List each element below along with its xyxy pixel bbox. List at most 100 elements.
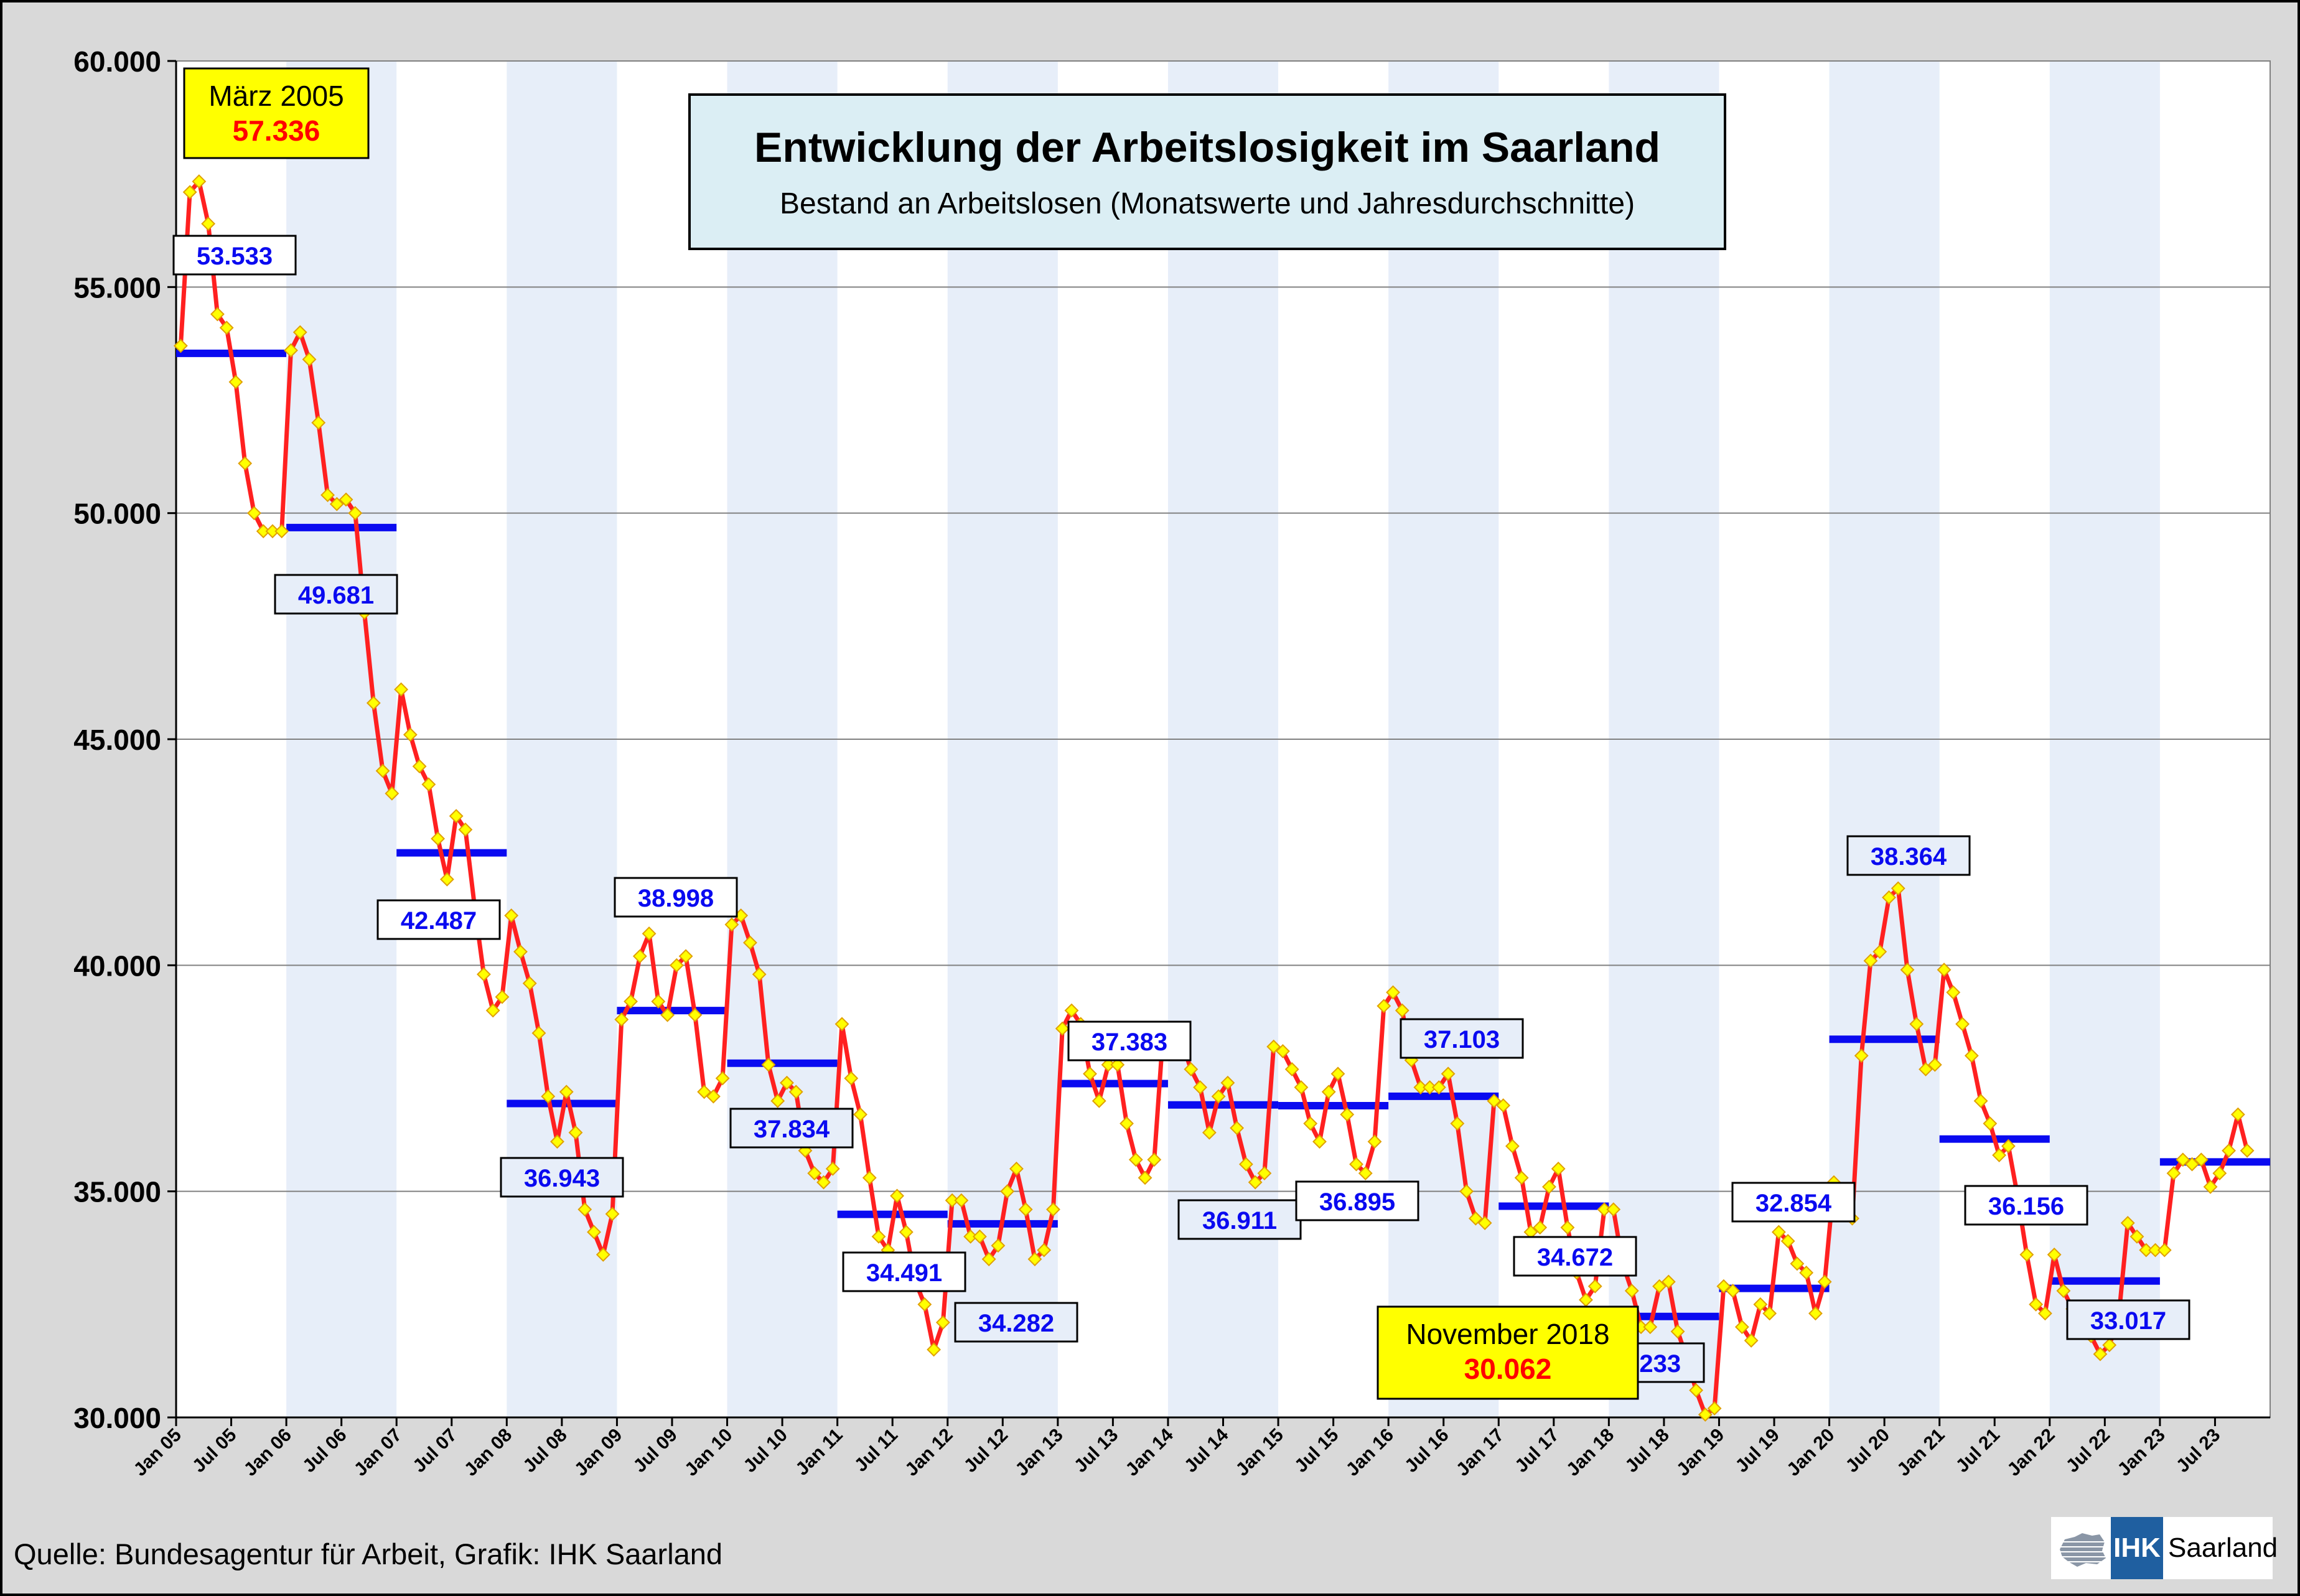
monthly-marker (522, 976, 537, 991)
monthly-marker (366, 696, 381, 711)
monthly-marker (1790, 1256, 1805, 1271)
x-tick-label: Jul 07 (409, 1425, 460, 1477)
average-label: 34.672 (1537, 1244, 1613, 1271)
monthly-marker (1863, 953, 1878, 968)
monthly-marker (247, 506, 261, 521)
monthly-marker (375, 763, 390, 778)
monthly-marker (954, 1193, 969, 1208)
monthly-marker (449, 809, 464, 823)
monthly-marker (1000, 1184, 1015, 1199)
monthly-marker (1808, 1306, 1823, 1321)
monthly-marker (1937, 963, 1952, 978)
monthly-marker (2129, 1229, 2144, 1244)
monthly-marker (1891, 881, 1905, 896)
monthly-marker (834, 1017, 849, 1032)
monthly-marker (1973, 1093, 1988, 1108)
monthly-marker (1726, 1284, 1741, 1298)
monthly-marker (568, 1125, 583, 1140)
monthly-marker (2230, 1107, 2245, 1122)
monthly-marker (1367, 1134, 1382, 1149)
monthly-marker (2240, 1143, 2255, 1158)
monthly-marker (2029, 1297, 2044, 1312)
monthly-marker (173, 338, 188, 353)
monthly-marker (1872, 945, 1887, 959)
monthly-marker (1450, 1116, 1465, 1131)
x-tick-label: Jul 14 (1180, 1424, 1233, 1477)
monthly-marker (770, 1093, 785, 1108)
average-label: 37.834 (754, 1116, 830, 1143)
source-note: Quelle: Bundesagentur für Arbeit, Grafik… (14, 1538, 723, 1570)
monthly-marker (1009, 1161, 1024, 1176)
monthly-marker (1670, 1324, 1685, 1339)
monthly-marker (1964, 1048, 1979, 1063)
x-tick-label: Jan 15 (1232, 1425, 1288, 1480)
monthly-marker (1459, 1184, 1474, 1199)
monthly-marker (1983, 1116, 1998, 1131)
monthly-marker (1238, 1157, 1253, 1172)
monthly-marker (1276, 1043, 1290, 1058)
x-tick-label: Jul 09 (629, 1425, 681, 1477)
monthly-marker (284, 343, 298, 358)
monthly-marker (1330, 1066, 1345, 1081)
monthly-marker (1992, 1148, 2007, 1162)
monthly-marker (1431, 1080, 1446, 1094)
x-tick-label: Jan 17 (1452, 1425, 1508, 1480)
monthly-marker (403, 727, 418, 742)
monthly-marker (385, 786, 400, 801)
monthly-marker (1496, 1098, 1511, 1113)
average-label: 37.103 (1424, 1026, 1500, 1053)
monthly-marker (2166, 1166, 2181, 1181)
annotation-value: 30.062 (1464, 1353, 1552, 1385)
monthly-marker (2047, 1247, 2062, 1262)
monthly-marker (2037, 1306, 2052, 1321)
monthly-marker (1046, 1202, 1060, 1217)
monthly-marker (642, 926, 657, 941)
average-label-box (1513, 1236, 1637, 1277)
monthly-marker (2056, 1284, 2071, 1298)
monthly-marker (1597, 1202, 1612, 1217)
x-tick-label: Jan 14 (1122, 1424, 1178, 1480)
x-tick-label: Jul 17 (1511, 1425, 1563, 1477)
x-tick-label: Jan 19 (1673, 1425, 1728, 1480)
monthly-marker (715, 1071, 730, 1086)
monthly-marker (1312, 1134, 1327, 1149)
monthly-marker (1698, 1407, 1713, 1422)
average-label-box (274, 574, 398, 615)
monthly-marker (972, 1229, 987, 1244)
x-tick-label: Jul 23 (2172, 1425, 2224, 1477)
ihk-logo: IHK Saarland (2051, 1517, 2278, 1579)
x-tick-label: Jul 16 (1401, 1425, 1452, 1477)
x-tick-label: Jul 15 (1291, 1425, 1342, 1477)
monthly-marker (632, 949, 647, 964)
monthly-marker (788, 1085, 803, 1099)
monthly-marker (1799, 1266, 1814, 1280)
monthly-marker (917, 1297, 932, 1312)
monthly-marker (871, 1229, 886, 1244)
monthly-marker (862, 1170, 877, 1185)
monthly-marker (412, 759, 427, 774)
average-label: 42.487 (401, 907, 477, 935)
monthly-marker (1854, 1048, 1869, 1063)
monthly-marker (292, 325, 307, 340)
monthly-marker (963, 1229, 978, 1244)
average-label-box (1295, 1180, 1419, 1221)
monthly-marker (1147, 1152, 1162, 1167)
monthly-marker (651, 994, 666, 1009)
monthly-marker (1413, 1080, 1428, 1094)
average-label-box (1846, 835, 1971, 876)
monthly-marker (577, 1202, 592, 1217)
monthly-marker (1771, 1225, 1786, 1239)
monthly-marker (2148, 1243, 2162, 1258)
monthly-marker (596, 1247, 610, 1262)
x-tick-label: Jul 18 (1621, 1425, 1673, 1477)
monthly-marker (1395, 1003, 1409, 1018)
x-tick-label: Jul 20 (1842, 1425, 1894, 1477)
x-tick-label: Jan 21 (1893, 1425, 1948, 1480)
monthly-marker (2194, 1152, 2209, 1167)
average-label: 32.854 (1755, 1190, 1832, 1217)
monthly-marker (1753, 1297, 1768, 1312)
monthly-marker (825, 1161, 840, 1176)
monthly-marker (2139, 1243, 2154, 1258)
y-tick-label: 50.000 (73, 498, 161, 530)
